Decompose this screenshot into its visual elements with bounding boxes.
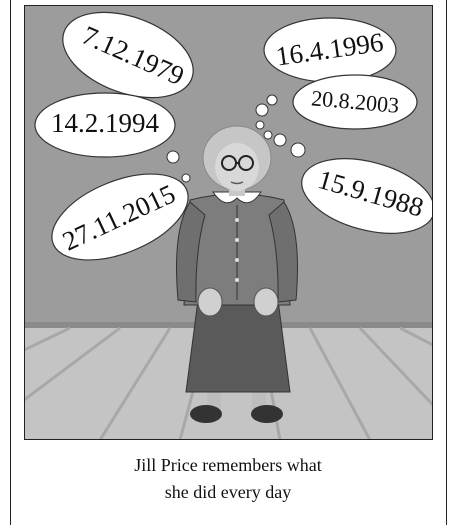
date-label: 14.2.1994 xyxy=(51,108,160,138)
illustration-card: 7.12.1979 16.4.1996 14.2.1994 20.8.2003 … xyxy=(0,0,457,525)
caption-line: she did every day xyxy=(165,482,291,502)
page: 7.12.1979 16.4.1996 14.2.1994 20.8.2003 … xyxy=(0,0,457,525)
scene: 7.12.1979 16.4.1996 14.2.1994 20.8.2003 … xyxy=(24,0,442,440)
caption-line: Jill Price remembers what xyxy=(134,455,321,475)
